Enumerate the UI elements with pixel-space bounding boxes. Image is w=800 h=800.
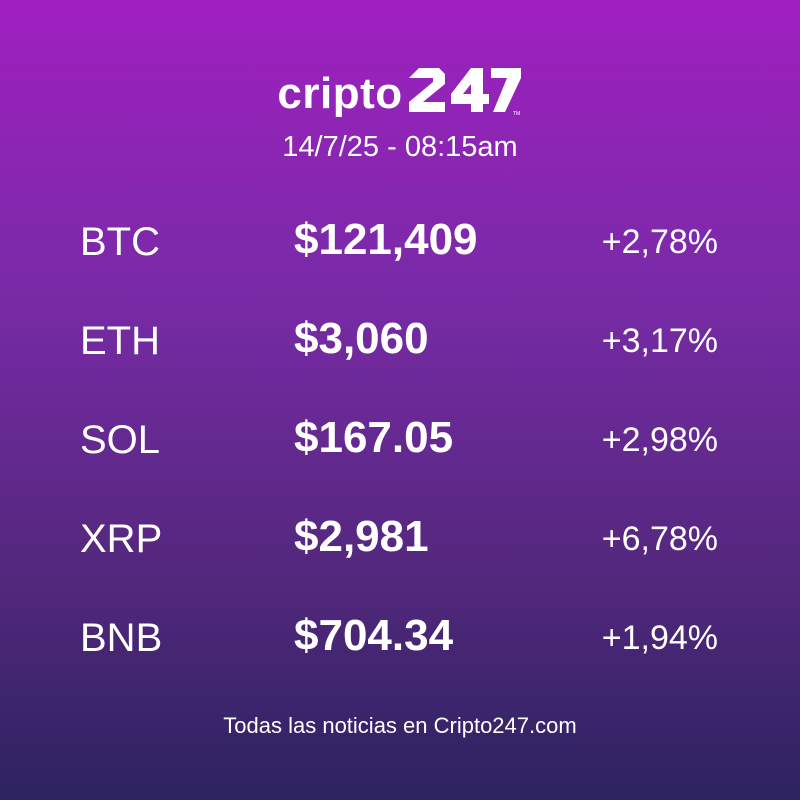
brand-wordmark: cripto	[277, 69, 403, 118]
change-percent: +3,17%	[601, 322, 718, 360]
price-value: $704.34	[294, 611, 454, 660]
price-value: $121,409	[294, 215, 478, 264]
brand-247-mark: TM	[408, 68, 521, 116]
change-percent: +2,98%	[601, 421, 718, 459]
change-percent: +6,78%	[601, 520, 718, 558]
price-row-sol: SOL $167.05 +2,98%	[0, 408, 800, 507]
footer-text: Todas las noticias en Cripto247.com	[223, 713, 577, 738]
price-row-btc: BTC $121,409 +2,78%	[0, 210, 800, 309]
price-row-bnb: BNB $704.34 +1,94%	[0, 606, 800, 705]
svg-text:TM: TM	[513, 111, 520, 116]
ticker-label: BTC	[80, 220, 160, 264]
price-value: $2,981	[294, 512, 429, 561]
price-value: $167.05	[294, 413, 454, 462]
price-value: $3,060	[294, 314, 429, 363]
datetime-label: 14/7/25 - 08:15am	[282, 131, 518, 163]
ticker-label: SOL	[80, 418, 161, 462]
ticker-label: ETH	[80, 319, 160, 363]
change-percent: +1,94%	[601, 619, 718, 657]
price-list: BTC $121,409 +2,78% ETH $3,060 +3,17% SO…	[0, 210, 800, 705]
price-row-xrp: XRP $2,981 +6,78%	[0, 507, 800, 606]
change-percent: +2,78%	[601, 223, 718, 261]
ticker-label: XRP	[80, 517, 163, 561]
brand-logo: cripto TM	[0, 58, 800, 116]
ticker-label: BNB	[80, 616, 163, 660]
price-row-eth: ETH $3,060 +3,17%	[0, 309, 800, 408]
